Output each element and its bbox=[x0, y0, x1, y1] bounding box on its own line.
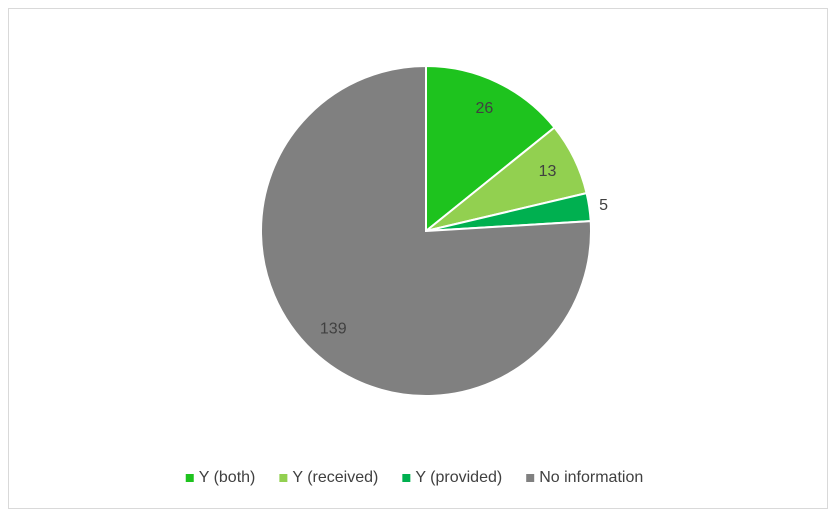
pie-slice bbox=[260, 64, 592, 397]
legend-swatch bbox=[402, 474, 411, 482]
legend-swatch bbox=[185, 474, 194, 482]
data-label: 26 bbox=[476, 100, 494, 117]
legend-swatch bbox=[526, 474, 535, 482]
legend-label: Y (both) bbox=[199, 469, 256, 486]
data-label: 139 bbox=[320, 321, 347, 338]
legend-label: Y (provided) bbox=[415, 469, 502, 486]
legend: Y (both) Y (received) Y (provided) No infor… bbox=[185, 469, 643, 486]
legend-label: No information bbox=[539, 469, 643, 486]
legend-label: Y (received) bbox=[292, 469, 378, 486]
legend-swatch bbox=[279, 474, 288, 482]
pie-slice bbox=[425, 64, 556, 234]
data-label: 13 bbox=[539, 163, 557, 180]
data-label: 5 bbox=[599, 197, 608, 214]
